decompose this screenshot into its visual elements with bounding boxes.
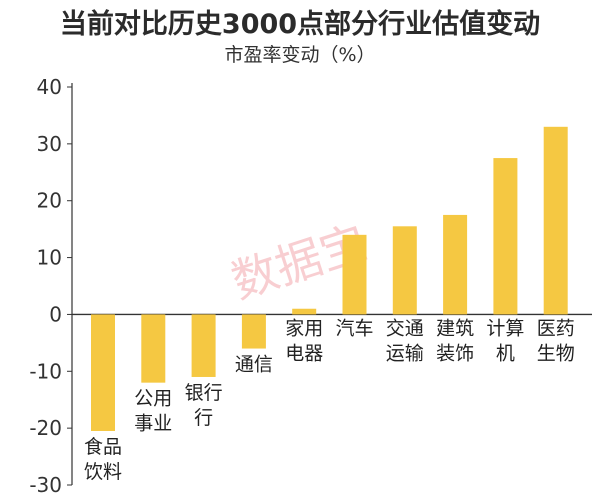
category-label: 装饰 bbox=[436, 342, 474, 364]
bar bbox=[191, 314, 216, 377]
category-label: 行 bbox=[194, 407, 213, 429]
category-label: 机 bbox=[496, 342, 515, 364]
y-tick-label: -30 bbox=[29, 473, 62, 497]
y-tick-label: 0 bbox=[49, 302, 62, 326]
category-label: 生物 bbox=[537, 342, 575, 364]
category-label: 银行 bbox=[185, 382, 223, 404]
bar bbox=[392, 226, 417, 315]
bar bbox=[241, 314, 266, 349]
bar bbox=[493, 158, 518, 315]
bar bbox=[543, 126, 568, 315]
category-label: 公用 bbox=[134, 388, 172, 410]
category-label: 汽车 bbox=[335, 317, 373, 339]
category-label: 饮料 bbox=[84, 461, 122, 483]
bar bbox=[91, 314, 115, 431]
category-label: 电器 bbox=[285, 342, 323, 364]
category-label: 通信 bbox=[235, 354, 273, 376]
category-label: 家用 bbox=[285, 317, 323, 339]
chart-subtitle: 市盈率变动（%） bbox=[224, 44, 376, 66]
y-tick-label: -10 bbox=[29, 359, 62, 383]
category-label: 运输 bbox=[386, 342, 424, 364]
y-tick-label: 10 bbox=[37, 246, 62, 270]
bar bbox=[443, 214, 468, 315]
category-label: 医药 bbox=[537, 317, 575, 339]
category-label: 事业 bbox=[134, 413, 172, 435]
bar bbox=[292, 308, 317, 315]
category-label: 建筑 bbox=[436, 317, 474, 339]
chart-title: 当前对比历史3000点部分行业估值变动 bbox=[59, 9, 541, 40]
category-label: 交通 bbox=[386, 317, 424, 339]
bar bbox=[141, 314, 166, 383]
bar bbox=[342, 234, 367, 315]
category-label: 食品 bbox=[84, 436, 122, 458]
category-label: 计算 bbox=[486, 317, 524, 339]
y-tick-label: 40 bbox=[37, 75, 62, 99]
y-tick-label: -20 bbox=[29, 416, 62, 440]
y-tick-label: 20 bbox=[37, 189, 62, 213]
y-tick-label: 30 bbox=[37, 132, 62, 156]
